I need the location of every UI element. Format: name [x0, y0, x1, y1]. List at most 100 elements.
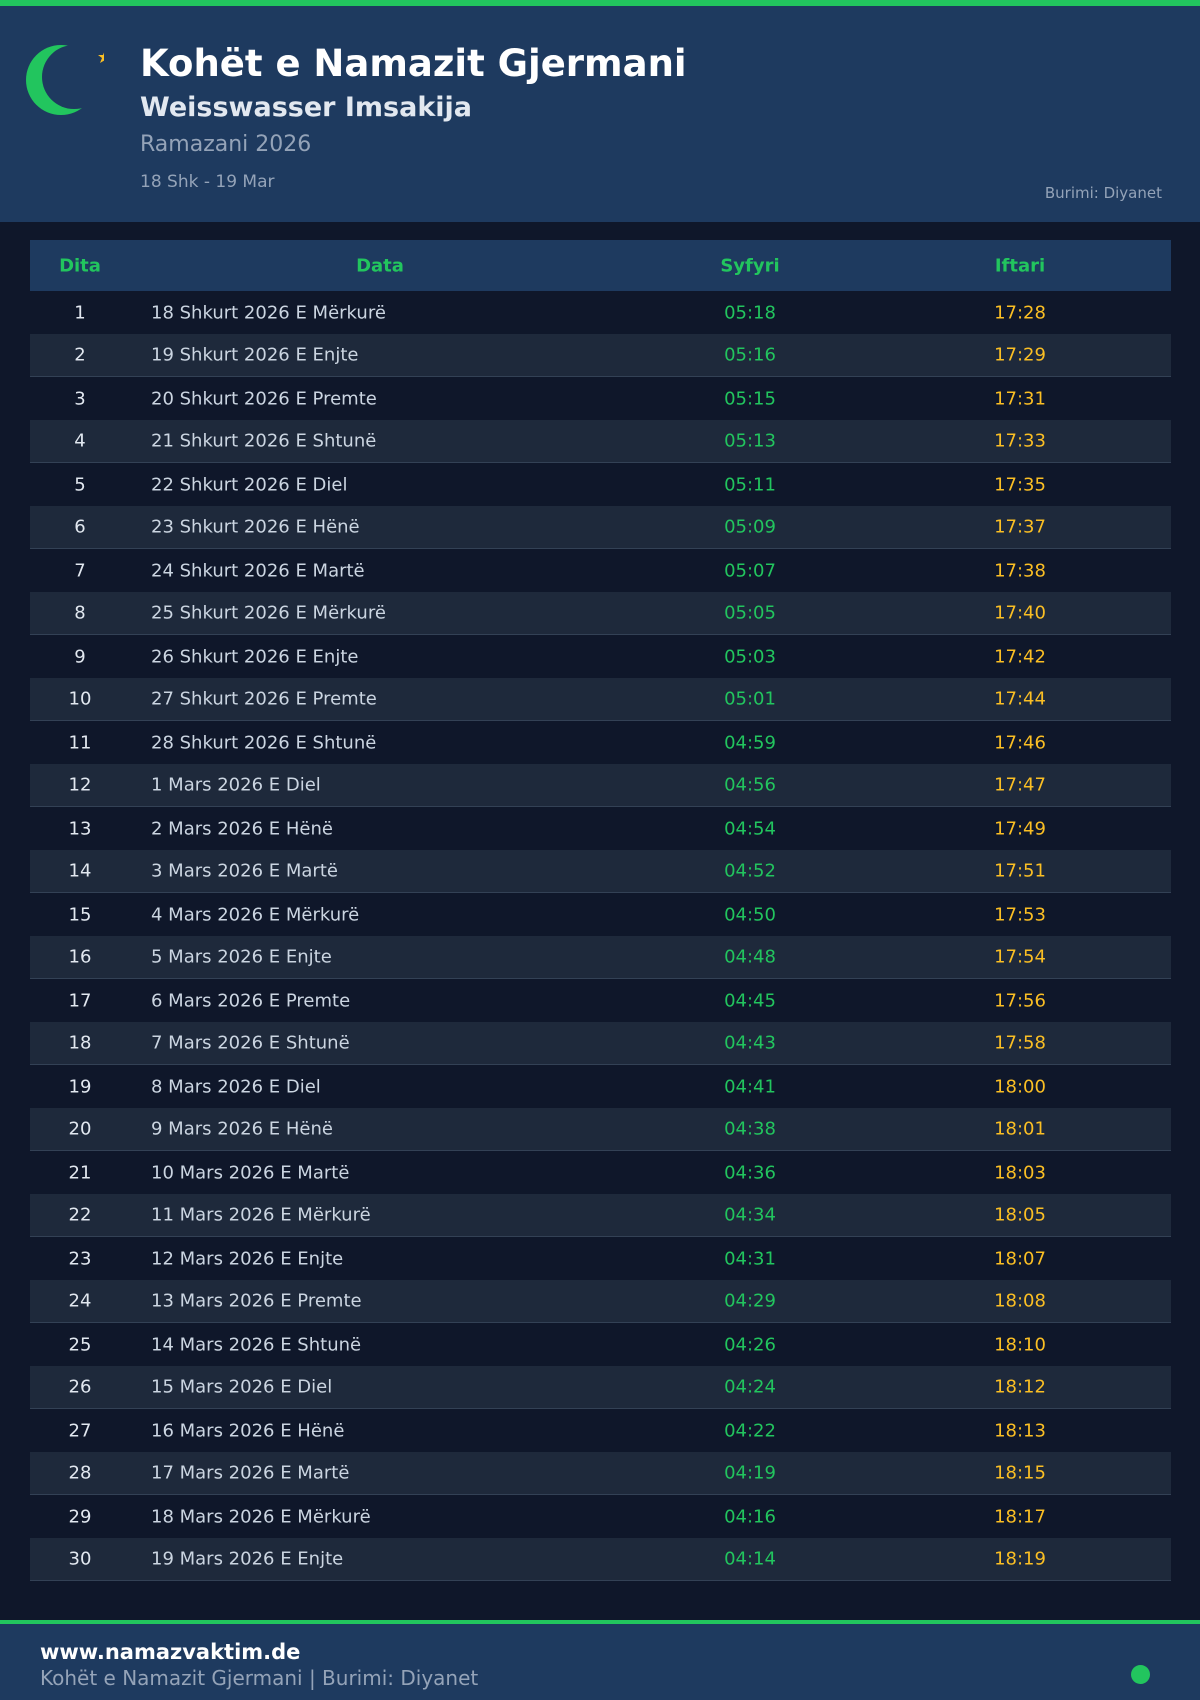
- day: 19: [68, 1076, 92, 1097]
- suhur-time: 04:56: [724, 774, 776, 796]
- day: 6: [74, 516, 86, 538]
- suhur-time: 04:50: [724, 904, 776, 925]
- date: 13 Mars 2026 E Premte: [151, 1290, 362, 1312]
- iftar-time: 17:58: [994, 1032, 1046, 1054]
- date: 6 Mars 2026 E Premte: [151, 990, 351, 1011]
- date: 12 Mars 2026 E Enjte: [151, 1248, 344, 1269]
- suhur-time: 05:07: [724, 560, 776, 581]
- date: 7 Mars 2026 E Shtunë: [151, 1032, 350, 1054]
- footer-accent-bar: [0, 1620, 1200, 1624]
- iftar-time: 17:49: [994, 818, 1046, 839]
- day: 13: [68, 818, 92, 839]
- suhur-time: 04:38: [724, 1118, 776, 1140]
- table-row: 24 13 Mars 2026 E Premte 04:29 18:08: [30, 1280, 1171, 1323]
- iftar-time: 17:28: [994, 302, 1046, 323]
- day: 2: [74, 344, 86, 366]
- date: 21 Shkurt 2026 E Shtunë: [151, 430, 377, 452]
- date: 8 Mars 2026 E Diel: [151, 1076, 321, 1097]
- table-row: 22 11 Mars 2026 E Mërkurë 04:34 18:05: [30, 1194, 1171, 1237]
- crescent-star-icon: [26, 45, 104, 115]
- table-row: 3 20 Shkurt 2026 E Premte 05:15 17:31: [30, 377, 1171, 420]
- iftar-time: 17:38: [994, 560, 1046, 581]
- day: 3: [74, 388, 86, 409]
- table-row: 27 16 Mars 2026 E Hënë 04:22 18:13: [30, 1409, 1171, 1452]
- suhur-time: 05:05: [724, 602, 776, 624]
- date: 10 Mars 2026 E Martë: [151, 1162, 350, 1183]
- suhur-time: 04:36: [724, 1162, 776, 1183]
- column-header-day: Dita: [59, 255, 101, 276]
- suhur-time: 04:16: [724, 1506, 776, 1527]
- suhur-time: 04:29: [724, 1290, 776, 1312]
- iftar-time: 18:05: [994, 1204, 1046, 1226]
- day: 27: [68, 1420, 92, 1441]
- table-row: 2 19 Shkurt 2026 E Enjte 05:16 17:29: [30, 334, 1171, 377]
- day: 7: [74, 560, 86, 581]
- table-row: 20 9 Mars 2026 E Hënë 04:38 18:01: [30, 1108, 1171, 1151]
- day: 11: [68, 732, 92, 753]
- ramadan-timetable: Dita Data Syfyri Iftari 1 18 Shkurt 2026 …: [30, 240, 1171, 1581]
- iftar-time: 17:29: [994, 344, 1046, 366]
- day: 21: [68, 1162, 92, 1183]
- table-row: 13 2 Mars 2026 E Hënë 04:54 17:49: [30, 807, 1171, 850]
- footer-tagline: Kohët e Namazit Gjermani | Burimi: Diyan…: [40, 1666, 479, 1690]
- city-subtitle: Weisswasser Imsakija: [140, 92, 473, 123]
- suhur-time: 05:15: [724, 388, 776, 409]
- table-row: 14 3 Mars 2026 E Martë 04:52 17:51: [30, 850, 1171, 893]
- table-row: 18 7 Mars 2026 E Shtunë 04:43 17:58: [30, 1022, 1171, 1065]
- date: 17 Mars 2026 E Martë: [151, 1462, 350, 1484]
- date: 9 Mars 2026 E Hënë: [151, 1118, 333, 1140]
- table-row: 17 6 Mars 2026 E Premte 04:45 17:56: [30, 979, 1171, 1022]
- suhur-time: 05:01: [724, 688, 776, 710]
- date-range: 18 Shk - 19 Mar: [140, 172, 275, 192]
- day: 28: [68, 1462, 92, 1484]
- date: 22 Shkurt 2026 E Diel: [151, 474, 348, 495]
- suhur-time: 05:16: [724, 344, 776, 366]
- iftar-time: 17:31: [994, 388, 1046, 409]
- date: 26 Shkurt 2026 E Enjte: [151, 646, 359, 667]
- iftar-time: 17:35: [994, 474, 1046, 495]
- table-row: 25 14 Mars 2026 E Shtunë 04:26 18:10: [30, 1323, 1171, 1366]
- iftar-time: 17:53: [994, 904, 1046, 925]
- page-header: Kohët e Namazit Gjermani Weisswasser Ims…: [0, 6, 1200, 222]
- iftar-time: 18:03: [994, 1162, 1046, 1183]
- suhur-time: 04:24: [724, 1376, 776, 1398]
- suhur-time: 04:48: [724, 946, 776, 968]
- page-footer: www.namazvaktim.de Kohët e Namazit Gjerm…: [0, 1624, 1200, 1700]
- date: 15 Mars 2026 E Diel: [151, 1376, 333, 1398]
- date: 19 Mars 2026 E Enjte: [151, 1548, 344, 1570]
- date: 23 Shkurt 2026 E Hënë: [151, 516, 360, 538]
- date: 18 Shkurt 2026 E Mërkurë: [151, 302, 386, 323]
- date: 14 Mars 2026 E Shtunë: [151, 1334, 362, 1355]
- day: 25: [68, 1334, 92, 1355]
- suhur-time: 04:54: [724, 818, 776, 839]
- iftar-time: 17:33: [994, 430, 1046, 452]
- table-row: 19 8 Mars 2026 E Diel 04:41 18:00: [30, 1065, 1171, 1108]
- day: 23: [68, 1248, 92, 1269]
- iftar-time: 17:42: [994, 646, 1046, 667]
- suhur-time: 04:43: [724, 1032, 776, 1054]
- table-row: 30 19 Mars 2026 E Enjte 04:14 18:19: [30, 1538, 1171, 1581]
- status-dot-icon: [1131, 1665, 1150, 1684]
- day: 10: [68, 688, 92, 710]
- table-row: 23 12 Mars 2026 E Enjte 04:31 18:07: [30, 1237, 1171, 1280]
- table-row: 15 4 Mars 2026 E Mërkurë 04:50 17:53: [30, 893, 1171, 936]
- suhur-time: 04:14: [724, 1548, 776, 1570]
- source-label: Burimi: Diyanet: [1044, 184, 1162, 202]
- season-label: Ramazani 2026: [140, 132, 312, 157]
- day: 5: [74, 474, 86, 495]
- column-header-date: Data: [356, 255, 404, 276]
- iftar-time: 18:19: [994, 1548, 1046, 1570]
- table-row: 7 24 Shkurt 2026 E Martë 05:07 17:38: [30, 549, 1171, 592]
- website-link[interactable]: www.namazvaktim.de: [40, 1640, 301, 1664]
- date: 5 Mars 2026 E Enjte: [151, 946, 332, 968]
- suhur-time: 05:18: [724, 302, 776, 323]
- iftar-time: 17:46: [994, 732, 1046, 753]
- column-header-iftar: Iftari: [994, 255, 1046, 276]
- date: 28 Shkurt 2026 E Shtunë: [151, 732, 377, 753]
- day: 12: [68, 774, 92, 796]
- iftar-time: 18:01: [994, 1118, 1046, 1140]
- page-title: Kohët e Namazit Gjermani: [140, 42, 687, 85]
- table-row: 8 25 Shkurt 2026 E Mërkurë 05:05 17:40: [30, 592, 1171, 635]
- iftar-time: 18:15: [994, 1462, 1046, 1484]
- table-row: 21 10 Mars 2026 E Martë 04:36 18:03: [30, 1151, 1171, 1194]
